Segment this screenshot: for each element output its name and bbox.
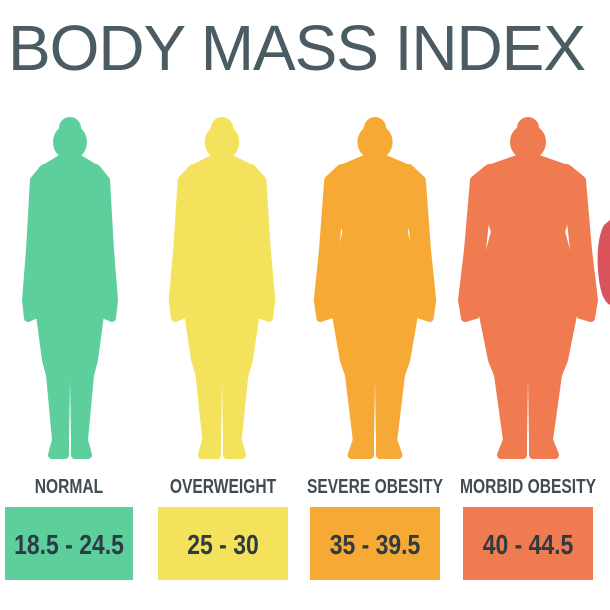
figure xyxy=(168,117,276,459)
range-group: 40 - 44.5 xyxy=(483,530,574,561)
figure-arm xyxy=(22,164,48,322)
range-text: 40 - 44.5 xyxy=(483,530,574,561)
figure-arm xyxy=(247,164,276,322)
figure-arm xyxy=(458,164,493,322)
category-label: SEVERE OBESITY xyxy=(307,475,443,497)
figure-arm xyxy=(404,164,437,322)
partial-figure xyxy=(597,220,610,305)
figure-body xyxy=(476,146,580,459)
figure-arm xyxy=(563,164,598,322)
label-group: MORBID OBESITY xyxy=(460,475,596,497)
range-box xyxy=(310,507,440,580)
label-group: OVERWEIGHT xyxy=(170,475,276,497)
range-text: 35 - 39.5 xyxy=(330,530,421,561)
figure-arm xyxy=(92,164,118,322)
range-box xyxy=(5,507,133,580)
range-group: 35 - 39.5 xyxy=(330,530,421,561)
figure xyxy=(313,117,437,459)
category-label: NORMAL xyxy=(35,475,103,497)
figure-arm xyxy=(313,164,346,322)
figure xyxy=(458,117,598,459)
label-group: NORMAL xyxy=(35,475,103,497)
range-group: 25 - 30 xyxy=(187,530,258,561)
label-group: SEVERE OBESITY xyxy=(307,475,443,497)
range-text: 18.5 - 24.5 xyxy=(14,530,124,561)
range-box xyxy=(158,507,288,580)
title: BODY MASS INDEX xyxy=(8,12,586,84)
category-label: OVERWEIGHT xyxy=(170,475,276,497)
range-group: 18.5 - 24.5 xyxy=(14,530,124,561)
range-text: 25 - 30 xyxy=(187,530,258,561)
category-label: MORBID OBESITY xyxy=(460,475,596,497)
range-box xyxy=(463,507,593,580)
figure-arm xyxy=(168,164,197,322)
figure xyxy=(22,117,118,459)
